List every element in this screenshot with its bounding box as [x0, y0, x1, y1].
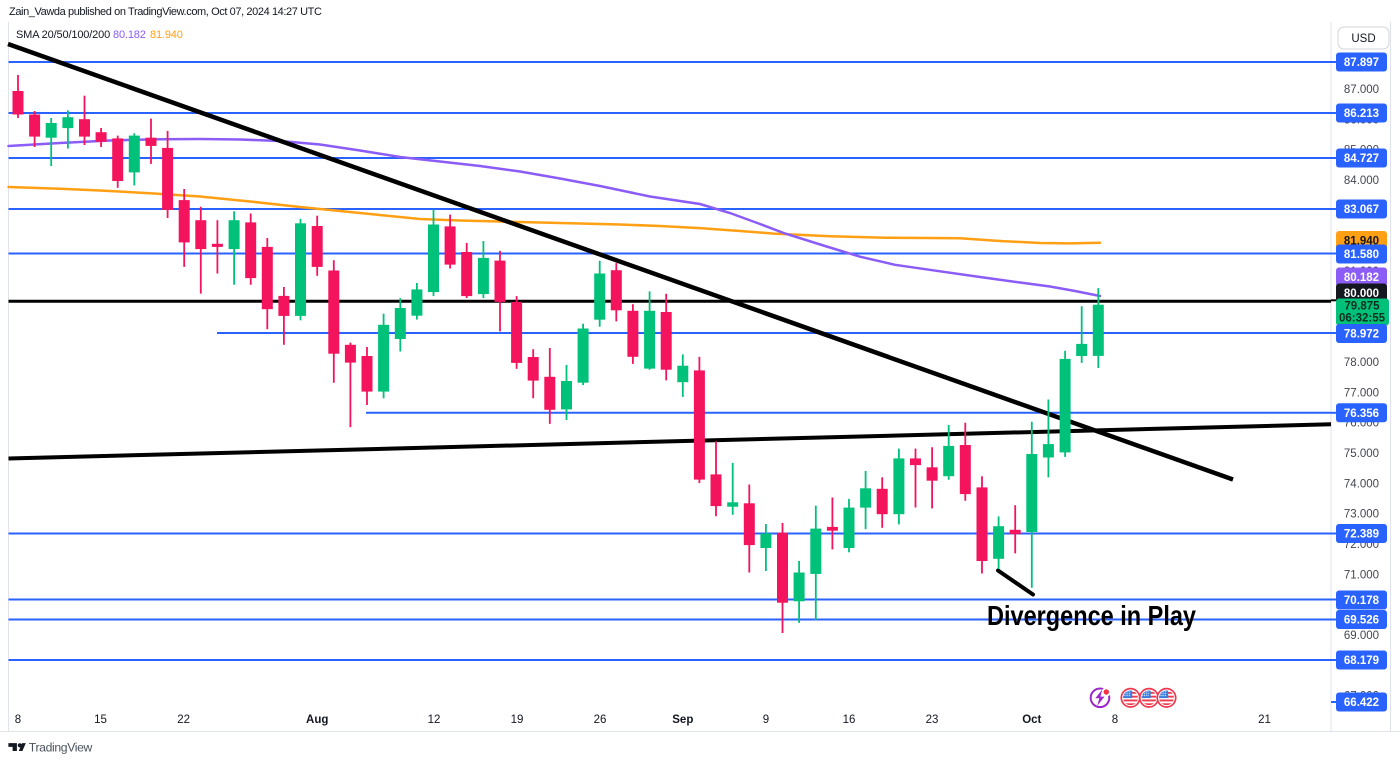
svg-text:19: 19 — [511, 714, 524, 726]
svg-text:76.356: 76.356 — [1344, 408, 1379, 420]
svg-text:21: 21 — [1258, 714, 1271, 726]
svg-text:66.422: 66.422 — [1344, 697, 1379, 709]
svg-text:78.972: 78.972 — [1344, 329, 1379, 341]
svg-text:Oct: Oct — [1022, 714, 1041, 726]
svg-text:73.000: 73.000 — [1344, 509, 1379, 521]
svg-text:Divergence in Play: Divergence in Play — [987, 600, 1196, 631]
svg-text:87.000: 87.000 — [1344, 84, 1379, 96]
svg-text:71.000: 71.000 — [1344, 569, 1379, 581]
svg-text:87.897: 87.897 — [1344, 57, 1379, 69]
svg-text:TradingView: TradingView — [29, 741, 93, 755]
svg-text:15: 15 — [94, 714, 107, 726]
svg-text:69.526: 69.526 — [1344, 615, 1379, 627]
svg-text:74.000: 74.000 — [1344, 478, 1379, 490]
svg-text:68.179: 68.179 — [1344, 655, 1379, 667]
svg-text:84.000: 84.000 — [1344, 175, 1379, 187]
svg-text:77.000: 77.000 — [1344, 387, 1379, 399]
svg-text:72.389: 72.389 — [1344, 529, 1379, 541]
svg-text:USD: USD — [1351, 33, 1375, 45]
svg-text:23: 23 — [926, 714, 939, 726]
svg-text:80.182: 80.182 — [1344, 272, 1379, 284]
svg-text:26: 26 — [594, 714, 607, 726]
svg-text:70.178: 70.178 — [1344, 595, 1380, 607]
svg-text:Sep: Sep — [672, 714, 693, 726]
svg-text:83.067: 83.067 — [1344, 204, 1379, 216]
svg-text:8: 8 — [15, 714, 21, 726]
svg-text:06:32:55: 06:32:55 — [1339, 313, 1386, 325]
svg-text:78.000: 78.000 — [1344, 357, 1379, 369]
svg-text:8: 8 — [1112, 714, 1118, 726]
svg-text:75.000: 75.000 — [1344, 448, 1379, 460]
svg-text:9: 9 — [763, 714, 769, 726]
svg-text:80.000: 80.000 — [1344, 288, 1379, 300]
svg-text:69.000: 69.000 — [1344, 630, 1379, 642]
svg-text:12: 12 — [428, 714, 441, 726]
svg-text:16: 16 — [843, 714, 856, 726]
svg-text:86.213: 86.213 — [1344, 108, 1379, 120]
svg-text:Aug: Aug — [306, 714, 328, 726]
svg-text:22: 22 — [177, 714, 190, 726]
svg-text:79.875: 79.875 — [1344, 301, 1380, 313]
svg-text:81.580: 81.580 — [1344, 249, 1379, 261]
svg-text:84.727: 84.727 — [1344, 153, 1379, 165]
